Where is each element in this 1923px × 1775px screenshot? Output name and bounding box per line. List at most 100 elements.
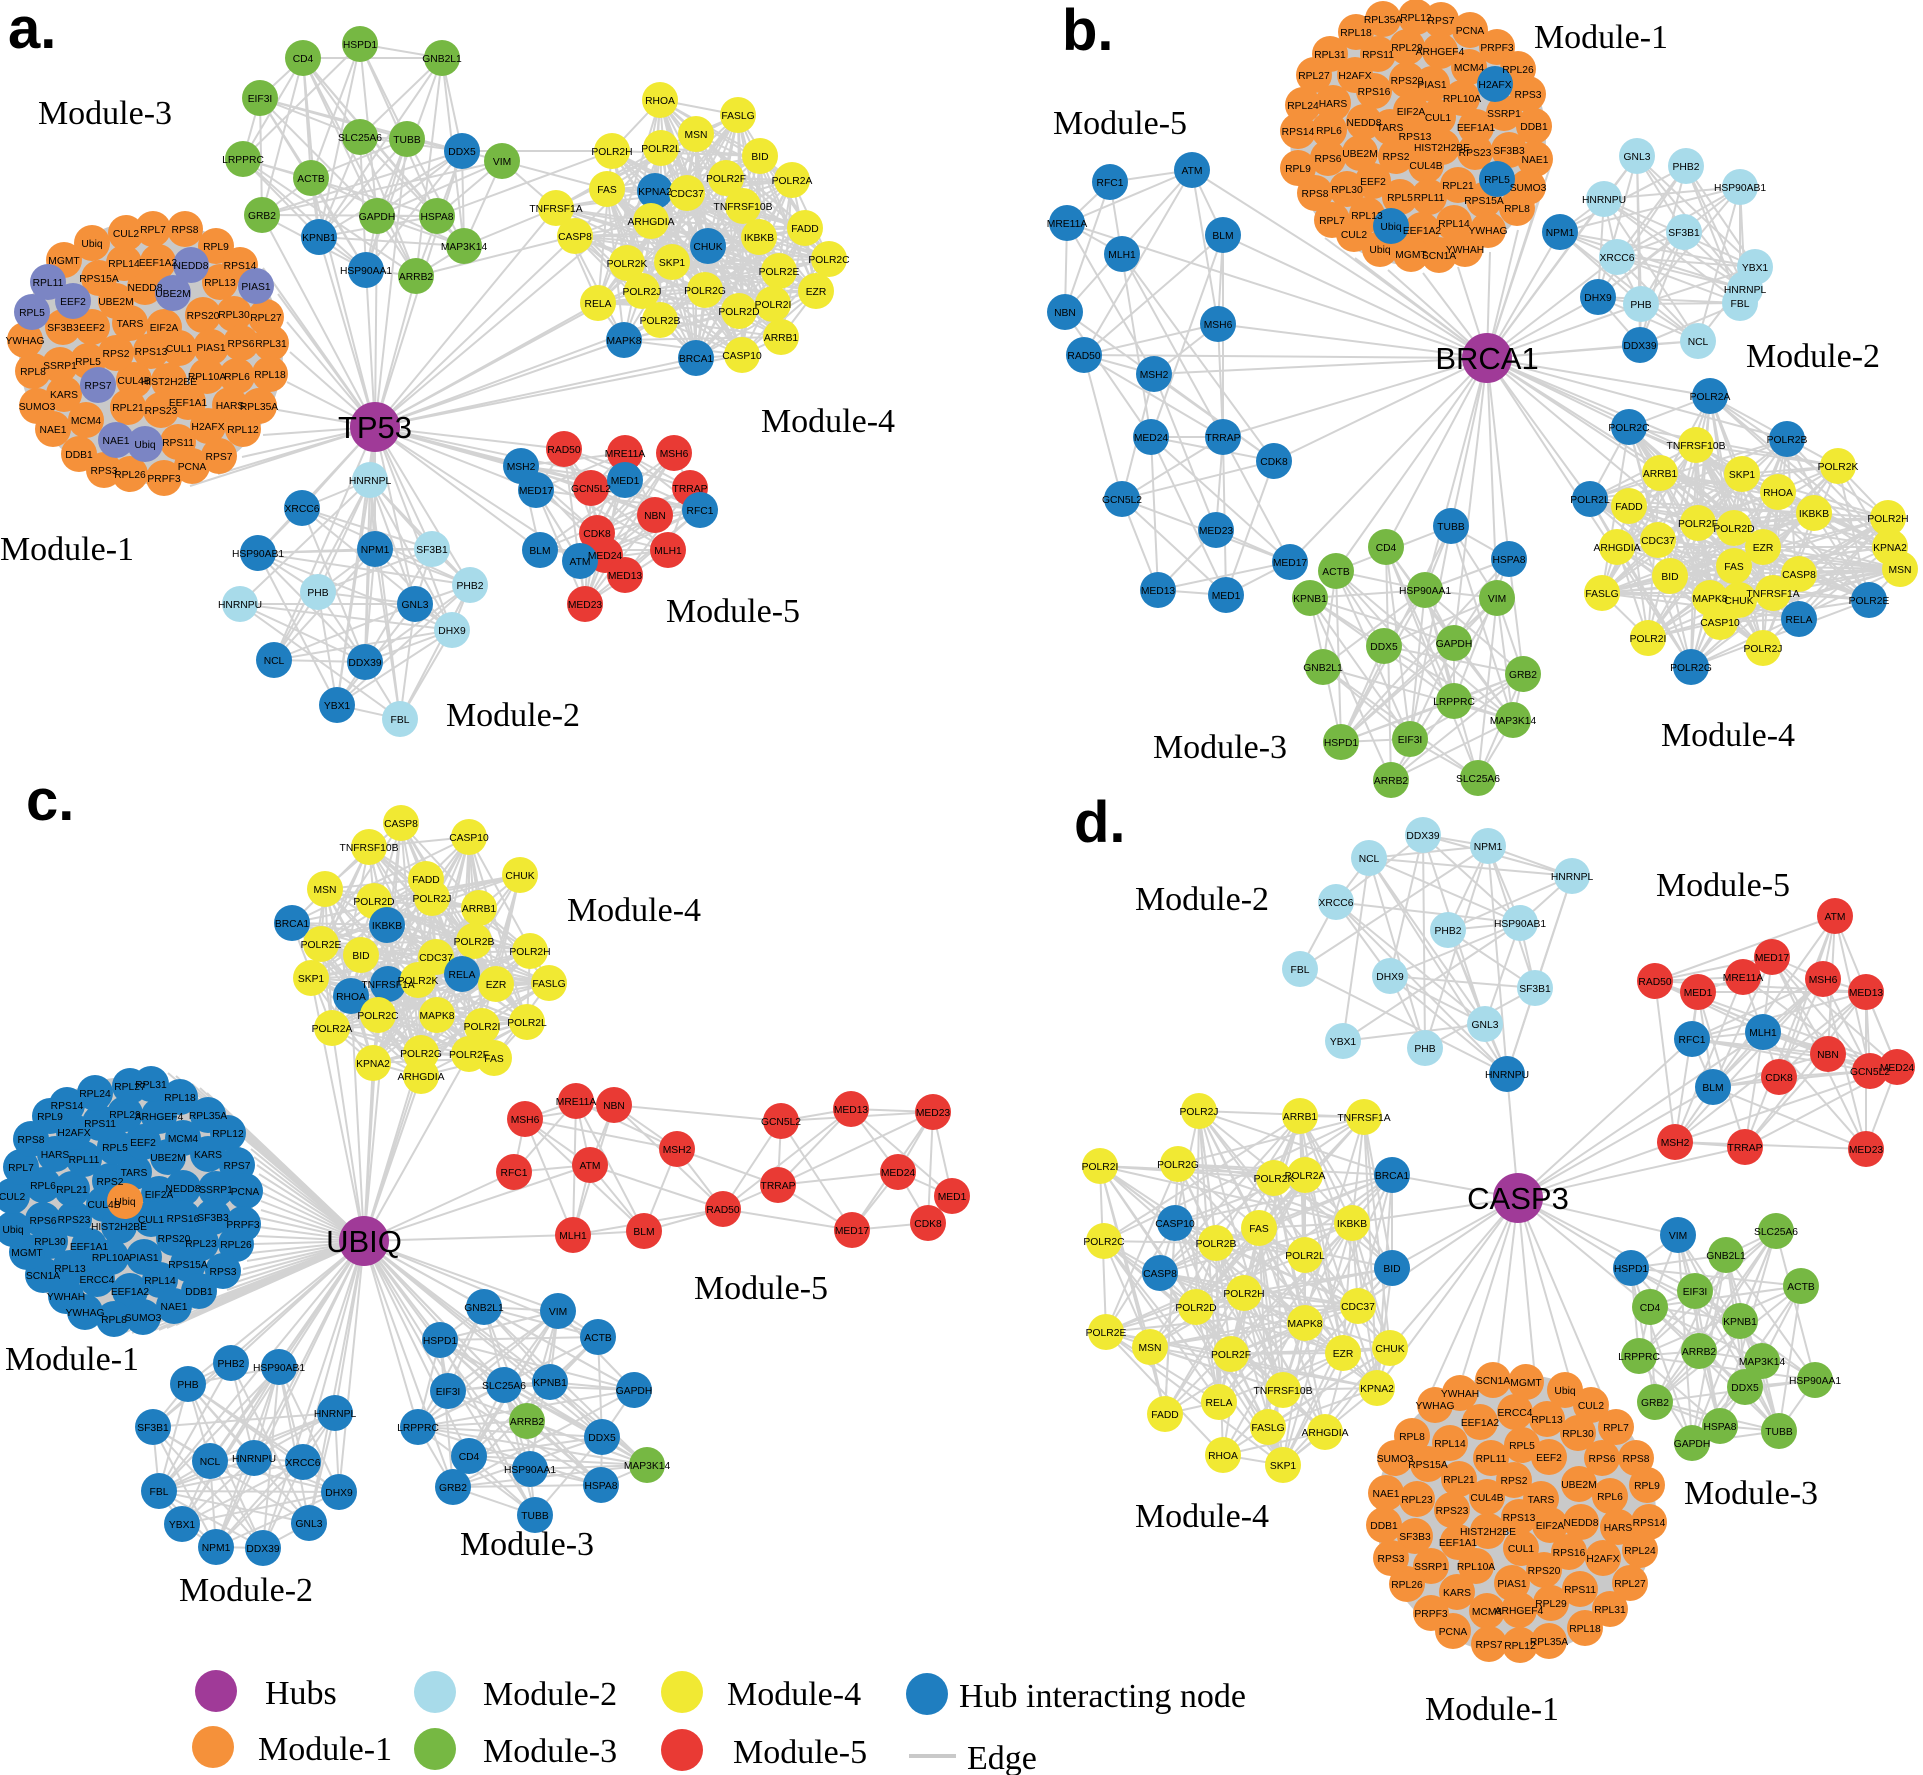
svg-text:PHB: PHB xyxy=(307,588,328,599)
svg-text:H2AFX: H2AFX xyxy=(191,422,224,433)
svg-text:RPS15A: RPS15A xyxy=(168,1260,208,1271)
svg-text:MGMT: MGMT xyxy=(1395,250,1427,261)
svg-text:GNL3: GNL3 xyxy=(402,600,429,611)
svg-text:TARS: TARS xyxy=(1528,1495,1555,1506)
svg-text:PRPF3: PRPF3 xyxy=(226,1220,259,1231)
svg-text:EIF3I: EIF3I xyxy=(436,1387,461,1398)
svg-text:RPL30: RPL30 xyxy=(1562,1429,1594,1440)
svg-text:MED17: MED17 xyxy=(1273,558,1308,569)
svg-text:ARRB1: ARRB1 xyxy=(1283,1112,1318,1123)
svg-text:RPL10A: RPL10A xyxy=(1457,1562,1495,1573)
svg-text:BRCA1: BRCA1 xyxy=(679,354,714,365)
svg-text:KPNB1: KPNB1 xyxy=(302,233,336,244)
svg-text:CD4: CD4 xyxy=(1640,1303,1661,1314)
svg-text:POLR2H: POLR2H xyxy=(509,947,550,958)
svg-text:ARHGDIA: ARHGDIA xyxy=(1594,543,1641,554)
svg-text:EEF1A2: EEF1A2 xyxy=(139,258,178,269)
svg-text:BRCA1: BRCA1 xyxy=(275,919,310,930)
svg-text:EEF1A1: EEF1A1 xyxy=(70,1242,109,1253)
svg-text:Edge: Edge xyxy=(967,1740,1037,1775)
svg-text:MAPK8: MAPK8 xyxy=(420,1011,455,1022)
svg-text:EIF2A: EIF2A xyxy=(150,323,179,334)
svg-text:Module-5: Module-5 xyxy=(666,593,800,630)
svg-text:RPS7: RPS7 xyxy=(224,1161,251,1172)
svg-text:MRE11A: MRE11A xyxy=(605,449,646,460)
svg-text:RPL7: RPL7 xyxy=(8,1163,34,1174)
svg-text:POLR2C: POLR2C xyxy=(1608,423,1650,434)
svg-text:GNL3: GNL3 xyxy=(296,1519,323,1530)
svg-text:PHB2: PHB2 xyxy=(1673,162,1700,173)
svg-text:SLC25A6: SLC25A6 xyxy=(338,133,382,144)
svg-text:DDX5: DDX5 xyxy=(1370,642,1398,653)
svg-text:PCNA: PCNA xyxy=(1439,1627,1468,1638)
svg-text:PHB: PHB xyxy=(1630,300,1651,311)
svg-text:EEF2: EEF2 xyxy=(60,297,86,308)
svg-text:LRPPRC: LRPPRC xyxy=(1433,697,1475,708)
svg-text:NBN: NBN xyxy=(603,1101,625,1112)
svg-text:TRRAP: TRRAP xyxy=(673,484,708,495)
svg-text:CASP8: CASP8 xyxy=(1143,1269,1177,1280)
svg-text:CD4: CD4 xyxy=(293,54,314,65)
svg-text:POLR2A: POLR2A xyxy=(312,1024,353,1035)
svg-text:Module-1: Module-1 xyxy=(0,531,134,568)
svg-text:RPL5: RPL5 xyxy=(19,308,45,319)
svg-text:RPL18: RPL18 xyxy=(164,1093,196,1104)
svg-text:H2AFX: H2AFX xyxy=(1338,71,1371,82)
svg-text:KPNB1: KPNB1 xyxy=(1293,594,1327,605)
svg-text:RPL11: RPL11 xyxy=(33,278,64,289)
svg-text:ARRB1: ARRB1 xyxy=(462,904,497,915)
svg-text:MRE11A: MRE11A xyxy=(1047,219,1088,230)
svg-text:RPL18: RPL18 xyxy=(254,370,286,381)
svg-text:MSH6: MSH6 xyxy=(1204,320,1233,331)
svg-text:KPNA2: KPNA2 xyxy=(1873,543,1907,554)
svg-text:PHB2: PHB2 xyxy=(218,1359,245,1370)
svg-text:UBE2M: UBE2M xyxy=(1342,149,1377,160)
svg-text:RPL12: RPL12 xyxy=(1400,13,1432,24)
svg-text:CDC37: CDC37 xyxy=(1641,536,1675,547)
svg-text:RPS16: RPS16 xyxy=(1358,87,1391,98)
svg-text:MSH2: MSH2 xyxy=(1661,1138,1690,1149)
svg-text:MSN: MSN xyxy=(1889,565,1912,576)
svg-text:Ubiq: Ubiq xyxy=(2,1225,23,1236)
svg-text:RPS8: RPS8 xyxy=(172,225,199,236)
svg-text:c.: c. xyxy=(26,768,74,833)
svg-text:PIAS1: PIAS1 xyxy=(1417,80,1446,91)
svg-text:EIF2A: EIF2A xyxy=(1397,107,1426,118)
svg-text:MSN: MSN xyxy=(685,130,708,141)
svg-text:RPL8: RPL8 xyxy=(1399,1432,1425,1443)
svg-text:EEF1A2: EEF1A2 xyxy=(111,1287,150,1298)
svg-text:FADD: FADD xyxy=(791,224,818,235)
svg-text:ARHGDIA: ARHGDIA xyxy=(628,217,675,228)
svg-text:Module-5: Module-5 xyxy=(1656,867,1790,904)
svg-text:HSPD1: HSPD1 xyxy=(1614,1264,1649,1275)
svg-text:POLR2E: POLR2E xyxy=(759,267,800,278)
svg-text:RPS8: RPS8 xyxy=(1302,189,1329,200)
svg-text:NAE1: NAE1 xyxy=(40,425,67,436)
svg-text:HNRNPL: HNRNPL xyxy=(1724,285,1767,296)
svg-text:HARS: HARS xyxy=(1319,99,1348,110)
svg-text:EEF2: EEF2 xyxy=(1360,177,1386,188)
svg-text:RPL13: RPL13 xyxy=(204,278,236,289)
svg-text:POLR2F: POLR2F xyxy=(449,1050,489,1061)
svg-text:VIM: VIM xyxy=(493,157,511,168)
svg-text:KPNA2: KPNA2 xyxy=(638,187,672,198)
svg-text:POLR2B: POLR2B xyxy=(454,937,495,948)
svg-text:TP53: TP53 xyxy=(338,410,412,445)
svg-text:RPL27: RPL27 xyxy=(250,313,282,324)
svg-text:RPL23: RPL23 xyxy=(185,1239,217,1250)
svg-text:MSH2: MSH2 xyxy=(1140,370,1169,381)
svg-text:RPL14: RPL14 xyxy=(1434,1439,1466,1450)
svg-text:Module-3: Module-3 xyxy=(483,1733,617,1770)
svg-text:RPL7: RPL7 xyxy=(1603,1423,1629,1434)
svg-text:RPS23: RPS23 xyxy=(1436,1506,1469,1517)
svg-text:DDB1: DDB1 xyxy=(65,450,93,461)
svg-text:BLM: BLM xyxy=(1212,231,1233,242)
svg-text:RPS11: RPS11 xyxy=(84,1119,116,1130)
svg-text:TNFRSF10B: TNFRSF10B xyxy=(340,843,399,854)
svg-text:RPL24: RPL24 xyxy=(79,1089,111,1100)
svg-text:H2AFX: H2AFX xyxy=(57,1128,90,1139)
svg-text:CDK8: CDK8 xyxy=(583,529,611,540)
svg-text:YWHAH: YWHAH xyxy=(1446,245,1484,256)
svg-text:RPL11: RPL11 xyxy=(69,1155,100,1166)
svg-text:DDX5: DDX5 xyxy=(588,1433,616,1444)
